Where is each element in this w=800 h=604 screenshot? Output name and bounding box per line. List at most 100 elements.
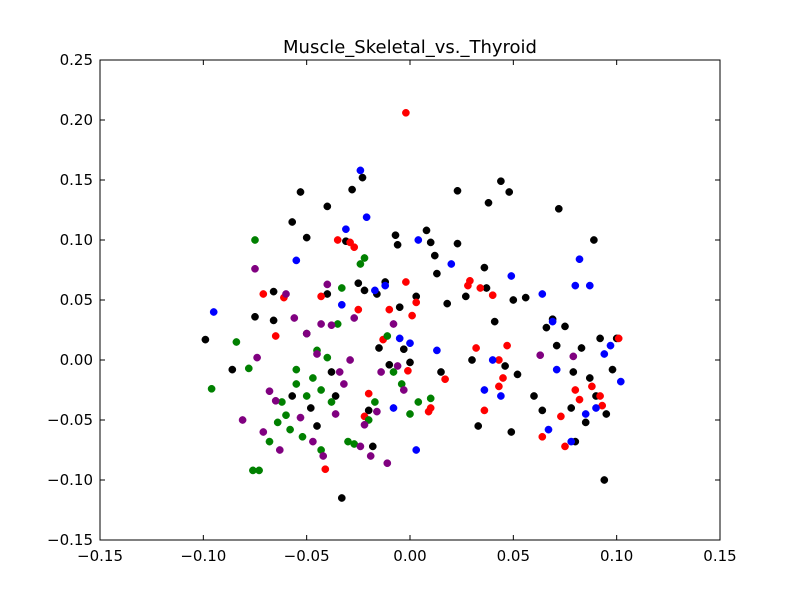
point-black-15: [331, 392, 340, 400]
point-blue-24: [585, 281, 594, 290]
point-blue-16: [507, 272, 516, 280]
y-tick-label-1: −0.10: [47, 471, 93, 489]
point-black-43: [468, 356, 476, 364]
point-red-24: [488, 291, 497, 300]
point-blue-21: [567, 437, 576, 446]
point-red-4: [333, 236, 342, 244]
point-black-7: [296, 188, 305, 196]
point-green-33: [278, 398, 286, 406]
y-tick-label-4: 0.05: [60, 291, 93, 309]
point-black-3: [269, 287, 278, 296]
point-blue-12: [433, 346, 441, 355]
point-green-16: [323, 353, 332, 362]
point-green-7: [273, 418, 282, 427]
y-tick-label-6: 0.15: [60, 171, 93, 189]
point-purple-3: [259, 428, 268, 436]
point-purple-30: [569, 352, 578, 361]
point-red-13: [404, 366, 412, 375]
point-black-55: [521, 293, 530, 302]
point-purple-16: [335, 368, 344, 376]
point-purple-8: [296, 413, 305, 422]
point-black-10: [306, 404, 315, 412]
point-purple-22: [366, 452, 375, 460]
point-green-27: [389, 368, 398, 376]
point-blue-0: [209, 308, 218, 316]
point-black-23: [368, 442, 377, 451]
point-red-32: [575, 395, 584, 404]
point-purple-31: [271, 396, 280, 405]
point-purple-11: [313, 350, 321, 358]
point-blue-13: [447, 260, 456, 268]
point-black-8: [302, 233, 311, 242]
point-purple-32: [319, 452, 328, 460]
point-black-19: [354, 279, 363, 288]
point-green-26: [383, 332, 392, 340]
point-blue-10: [412, 446, 421, 454]
point-blue-26: [600, 350, 609, 358]
point-black-6: [288, 392, 297, 400]
point-red-30: [561, 442, 569, 451]
point-black-11: [313, 422, 321, 430]
point-green-15: [317, 386, 325, 394]
point-red-14: [408, 311, 416, 320]
point-black-20: [358, 173, 367, 182]
point-black-34: [422, 226, 431, 235]
point-black-5: [288, 218, 297, 226]
point-red-22: [476, 284, 485, 292]
point-red-36: [614, 334, 623, 343]
point-purple-14: [327, 321, 336, 330]
point-blue-19: [548, 317, 557, 326]
point-black-66: [577, 344, 586, 352]
x-tick-label-3: 0.00: [393, 547, 426, 565]
point-purple-1: [251, 264, 259, 273]
point-blue-8: [395, 334, 404, 343]
point-purple-20: [356, 442, 365, 451]
point-purple-0: [238, 416, 247, 424]
point-red-1: [271, 332, 280, 340]
point-blue-6: [371, 286, 379, 295]
point-red-11: [385, 305, 394, 314]
point-black-38: [437, 368, 445, 376]
point-black-51: [505, 188, 514, 196]
point-green-13: [309, 374, 317, 382]
point-blue-7: [381, 281, 390, 290]
point-black-63: [567, 404, 576, 412]
point-black-53: [509, 296, 518, 304]
point-red-28: [538, 432, 547, 441]
point-black-54: [513, 370, 522, 379]
point-purple-25: [383, 459, 392, 468]
point-black-36: [430, 251, 439, 260]
point-purple-13: [323, 280, 332, 289]
point-black-62: [561, 322, 569, 331]
point-black-27: [385, 360, 394, 369]
point-black-47: [484, 198, 493, 207]
point-black-73: [602, 410, 611, 418]
point-black-58: [542, 323, 551, 332]
point-purple-12: [317, 320, 325, 328]
y-tick-label-5: 0.10: [60, 231, 93, 249]
point-red-25: [499, 374, 507, 382]
point-black-74: [608, 365, 617, 374]
x-tick-label-6: 0.15: [703, 547, 736, 565]
point-blue-1: [292, 256, 301, 265]
point-red-21: [472, 344, 480, 352]
x-tick-label-5: 0.10: [600, 547, 633, 565]
axes-frame: [99, 59, 721, 541]
point-black-61: [554, 204, 563, 213]
point-blue-15: [497, 392, 505, 400]
point-green-18: [333, 320, 342, 328]
point-blue-29: [581, 410, 590, 418]
x-tick-label-1: −0.10: [180, 547, 226, 565]
point-purple-18: [346, 356, 354, 364]
point-red-6: [350, 243, 359, 252]
point-blue-18: [544, 425, 553, 434]
point-green-8: [282, 411, 290, 420]
point-green-9: [286, 425, 294, 434]
point-blue-11: [414, 236, 423, 244]
point-black-0: [201, 335, 210, 344]
point-blue-20: [552, 365, 561, 374]
point-purple-4: [265, 387, 274, 396]
point-red-38: [426, 404, 435, 412]
point-purple-9: [302, 329, 311, 338]
